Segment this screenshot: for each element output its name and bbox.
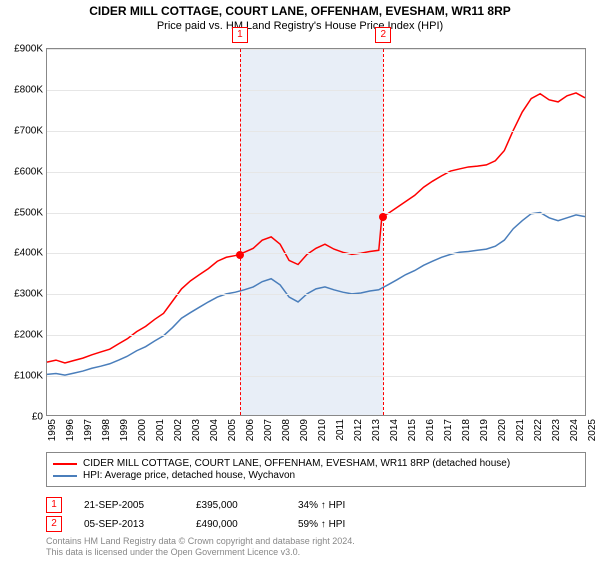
x-axis-label: 2013	[371, 419, 382, 441]
gridline	[47, 335, 585, 336]
footer-attribution: Contains HM Land Registry data © Crown c…	[46, 536, 355, 558]
y-axis-label: £700K	[14, 125, 43, 136]
x-axis-label: 2025	[587, 419, 598, 441]
x-axis-label: 2017	[443, 419, 454, 441]
x-axis-label: 2006	[245, 419, 256, 441]
x-axis-label: 2015	[407, 419, 418, 441]
x-axis-label: 1998	[101, 419, 112, 441]
sale-marker-icon: 1	[46, 497, 62, 513]
legend-swatch	[53, 475, 77, 477]
sales-table: 1 21-SEP-2005 £395,000 34% ↑ HPI 2 05-SE…	[46, 494, 586, 535]
x-axis-label: 2008	[281, 419, 292, 441]
x-axis-label: 2012	[353, 419, 364, 441]
x-axis-label: 2021	[515, 419, 526, 441]
x-axis-label: 2005	[227, 419, 238, 441]
y-axis-label: £100K	[14, 371, 43, 382]
gridline	[47, 90, 585, 91]
legend-item: HPI: Average price, detached house, Wych…	[53, 470, 579, 481]
sale-date: 05-SEP-2013	[84, 519, 174, 530]
y-axis-label: £800K	[14, 84, 43, 95]
legend-swatch	[53, 463, 77, 465]
sale-price: £395,000	[196, 500, 276, 511]
y-axis-label: £300K	[14, 289, 43, 300]
x-axis-label: 2004	[209, 419, 220, 441]
gridline	[47, 376, 585, 377]
sale-row: 1 21-SEP-2005 £395,000 34% ↑ HPI	[46, 497, 586, 513]
series-line	[47, 93, 585, 363]
marker-dashline	[383, 49, 384, 415]
x-axis-label: 2023	[551, 419, 562, 441]
footer-line: This data is licensed under the Open Gov…	[46, 547, 355, 558]
chart-subtitle: Price paid vs. HM Land Registry's House …	[0, 20, 600, 32]
x-axis-label: 1996	[65, 419, 76, 441]
x-axis-label: 2018	[461, 419, 472, 441]
legend-item: CIDER MILL COTTAGE, COURT LANE, OFFENHAM…	[53, 458, 579, 469]
x-axis-label: 2007	[263, 419, 274, 441]
marker-box-icon: 1	[232, 27, 248, 43]
sale-vs-hpi: 34% ↑ HPI	[298, 500, 345, 511]
gridline	[47, 131, 585, 132]
x-axis-label: 2002	[173, 419, 184, 441]
line-series-svg	[47, 49, 585, 415]
legend-label: HPI: Average price, detached house, Wych…	[83, 470, 295, 481]
x-axis-label: 2022	[533, 419, 544, 441]
x-axis-label: 2024	[569, 419, 580, 441]
sale-marker-icon: 2	[46, 516, 62, 532]
x-axis-label: 2011	[335, 419, 346, 441]
x-axis-label: 2020	[497, 419, 508, 441]
marker-box-icon: 2	[375, 27, 391, 43]
y-axis-label: £400K	[14, 248, 43, 259]
x-axis-label: 2000	[137, 419, 148, 441]
x-axis-label: 2019	[479, 419, 490, 441]
marker-dashline	[240, 49, 241, 415]
sale-vs-hpi: 59% ↑ HPI	[298, 519, 345, 530]
legend: CIDER MILL COTTAGE, COURT LANE, OFFENHAM…	[46, 452, 586, 487]
x-axis-label: 2009	[299, 419, 310, 441]
x-axis-label: 2014	[389, 419, 400, 441]
gridline	[47, 294, 585, 295]
x-axis-label: 2016	[425, 419, 436, 441]
y-axis-label: £900K	[14, 44, 43, 55]
gridline	[47, 213, 585, 214]
sale-row: 2 05-SEP-2013 £490,000 59% ↑ HPI	[46, 516, 586, 532]
gridline	[47, 172, 585, 173]
y-axis-label: £600K	[14, 166, 43, 177]
x-axis-label: 2001	[155, 419, 166, 441]
gridline	[47, 253, 585, 254]
footer-line: Contains HM Land Registry data © Crown c…	[46, 536, 355, 547]
sale-point-icon	[236, 251, 244, 259]
y-axis-label: £500K	[14, 207, 43, 218]
x-axis-label: 1995	[47, 419, 58, 441]
legend-label: CIDER MILL COTTAGE, COURT LANE, OFFENHAM…	[83, 458, 510, 469]
chart-title: CIDER MILL COTTAGE, COURT LANE, OFFENHAM…	[0, 4, 600, 18]
chart-container: CIDER MILL COTTAGE, COURT LANE, OFFENHAM…	[0, 4, 600, 564]
y-axis-label: £0	[32, 412, 43, 423]
x-axis-label: 2003	[191, 419, 202, 441]
x-axis-label: 2010	[317, 419, 328, 441]
plot-area: £0£100K£200K£300K£400K£500K£600K£700K£80…	[46, 48, 586, 416]
x-axis-label: 1999	[119, 419, 130, 441]
sale-point-icon	[379, 213, 387, 221]
sale-price: £490,000	[196, 519, 276, 530]
x-axis-label: 1997	[83, 419, 94, 441]
gridline	[47, 49, 585, 50]
y-axis-label: £200K	[14, 330, 43, 341]
sale-date: 21-SEP-2005	[84, 500, 174, 511]
